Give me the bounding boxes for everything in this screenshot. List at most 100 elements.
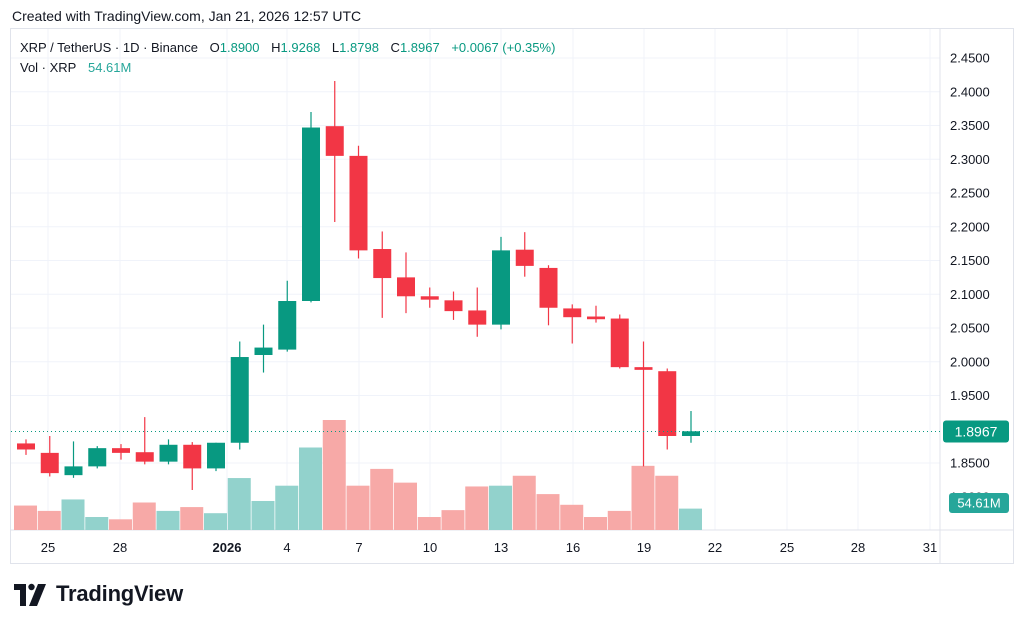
- x-tick-label: 25: [41, 540, 55, 555]
- volume-bar[interactable]: [251, 500, 275, 530]
- candle-body[interactable]: [682, 431, 700, 436]
- symbol-title[interactable]: XRP / TetherUS · 1D · Binance: [20, 40, 198, 55]
- candle-body[interactable]: [278, 301, 297, 350]
- candle-body[interactable]: [539, 267, 558, 308]
- candle-body[interactable]: [159, 444, 178, 462]
- chart-area[interactable]: 2.4500 2.4000 2.3500 2.3000 2.2500 2.2000 2.15…: [10, 28, 1014, 564]
- volume-bar[interactable]: [465, 486, 489, 530]
- candle-body[interactable]: [658, 371, 677, 436]
- x-tick-label: 13: [494, 540, 508, 555]
- y-tick-label: 2.0500: [950, 321, 990, 336]
- chart-frame: [10, 28, 1014, 564]
- x-tick-label: 7: [355, 540, 362, 555]
- candle-body[interactable]: [610, 318, 629, 368]
- volume-bar[interactable]: [512, 475, 536, 530]
- volume-bar[interactable]: [346, 485, 370, 530]
- candle-body[interactable]: [135, 452, 154, 462]
- volume-bar[interactable]: [109, 519, 132, 530]
- candlestick-chart[interactable]: 2.4500 2.4000 2.3500 2.3000 2.2500 2.2000 2.15…: [10, 28, 1014, 564]
- volume-bar[interactable]: [322, 420, 346, 530]
- candle-body[interactable]: [515, 249, 534, 266]
- volume-bar[interactable]: [61, 499, 85, 530]
- y-tick-label: 2.4000: [950, 84, 990, 99]
- legend-volume-row: Vol · XRP 54.61M: [20, 58, 555, 78]
- candle-body[interactable]: [587, 316, 605, 320]
- close-label: C: [390, 40, 400, 55]
- high-label: H: [271, 40, 281, 55]
- volume-bar[interactable]: [370, 468, 394, 530]
- created-with-label: Created with TradingView.com, Jan 21, 20…: [12, 8, 362, 24]
- candle-body[interactable]: [88, 448, 107, 467]
- candle-body[interactable]: [563, 308, 582, 318]
- chart-legend: XRP / TetherUS · 1D · Binance O1.8900 H1…: [20, 38, 555, 78]
- candle-body[interactable]: [325, 126, 344, 156]
- y-tick-label: 2.2500: [950, 186, 990, 201]
- volume-bar[interactable]: [631, 465, 655, 530]
- candle-body[interactable]: [468, 310, 487, 325]
- tradingview-logo[interactable]: TradingView: [12, 580, 183, 608]
- volume-bar[interactable]: [560, 504, 584, 530]
- candle-body[interactable]: [64, 466, 83, 476]
- x-tick-label: 28: [851, 540, 865, 555]
- legend-ohlc-row: XRP / TetherUS · 1D · Binance O1.8900 H1…: [20, 38, 555, 58]
- volume-bar[interactable]: [394, 482, 417, 530]
- x-tick-label: 4: [283, 540, 290, 555]
- volume-bar[interactable]: [655, 475, 679, 530]
- candle-body[interactable]: [349, 155, 368, 251]
- candle-body[interactable]: [373, 249, 392, 279]
- candle-body[interactable]: [444, 300, 463, 312]
- candle-body[interactable]: [397, 277, 415, 297]
- x-tick-label: 22: [708, 540, 722, 555]
- volume-bar[interactable]: [441, 510, 465, 530]
- volume-bar[interactable]: [275, 485, 299, 530]
- candle-body[interactable]: [230, 357, 249, 443]
- candle-body[interactable]: [183, 444, 202, 469]
- x-tick-label: 2026: [213, 540, 242, 555]
- y-tick-label: 1.8500: [950, 456, 990, 471]
- candle-body[interactable]: [207, 442, 225, 469]
- volume-value: 54.61M: [87, 60, 132, 75]
- candle-body[interactable]: [492, 250, 510, 325]
- tradingview-logo-icon: [14, 583, 46, 606]
- volume-badge: [949, 493, 1009, 513]
- y-tick-label: 2.3000: [950, 152, 990, 167]
- candle-body[interactable]: [17, 443, 35, 450]
- change-value: +0.0067 (+0.35%): [451, 40, 556, 55]
- candle-body[interactable]: [254, 347, 273, 355]
- brand-name: TradingView: [56, 581, 183, 606]
- x-tick-label: 19: [637, 540, 651, 555]
- volume-bar[interactable]: [156, 510, 180, 530]
- candle-body[interactable]: [302, 127, 320, 302]
- candle-body[interactable]: [40, 452, 59, 474]
- volume-bar[interactable]: [417, 517, 441, 530]
- volume-bar[interactable]: [607, 510, 631, 530]
- x-tick-label: 25: [780, 540, 794, 555]
- candle-body[interactable]: [634, 367, 653, 370]
- volume-bar[interactable]: [584, 517, 607, 530]
- volume-bar[interactable]: [180, 507, 204, 530]
- volume-label: Vol · XRP: [20, 60, 77, 75]
- y-tick-label: 2.4500: [950, 51, 990, 66]
- volume-bar[interactable]: [132, 502, 156, 531]
- volume-bar[interactable]: [85, 517, 109, 530]
- volume-bar[interactable]: [299, 447, 322, 531]
- volume-badge-label: 54.61M: [957, 496, 1000, 511]
- x-tick-label: 28: [113, 540, 127, 555]
- volume-bar[interactable]: [679, 508, 702, 530]
- candle-body[interactable]: [420, 296, 439, 300]
- last-price-badge: [943, 420, 1009, 443]
- y-tick-label: 2.0000: [950, 354, 990, 369]
- volume-bar[interactable]: [536, 494, 560, 530]
- volume-bar[interactable]: [204, 513, 227, 530]
- volume-bar[interactable]: [14, 505, 37, 530]
- last-price-label: 1.8967: [955, 423, 998, 439]
- open-value: 1.8900: [219, 40, 260, 55]
- y-tick-label: 2.3500: [950, 118, 990, 133]
- candle-body[interactable]: [112, 448, 130, 453]
- y-tick-label: 1.9500: [950, 388, 990, 403]
- y-tick-label: 2.1000: [950, 287, 990, 302]
- volume-bar[interactable]: [37, 510, 61, 530]
- x-tick-label: 10: [423, 540, 437, 555]
- volume-bar[interactable]: [489, 485, 512, 530]
- volume-bar[interactable]: [227, 478, 251, 530]
